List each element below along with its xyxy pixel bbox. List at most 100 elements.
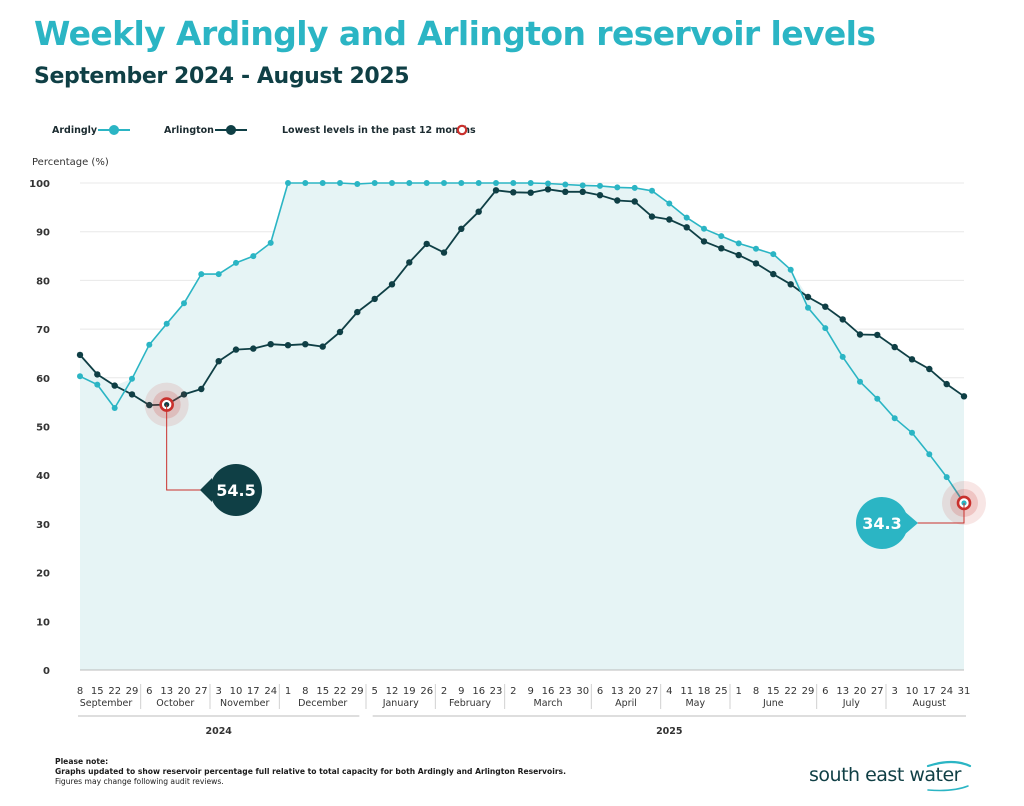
annotation-bubble-arlington [210,464,262,516]
wave-swoosh-icon [926,760,972,792]
x-tick-label-50: 24 [940,686,953,697]
data-point-ardingly-50 [943,474,950,481]
data-point-ardingly-23 [475,180,482,186]
year-label-2025: 2025 [656,726,682,737]
x-tick-label-8: 3 [216,686,222,697]
page-title: Weekly Ardingly and Arlington reservoir … [34,14,876,53]
footnote: Please note: Graphs updated to show rese… [55,757,566,787]
x-tick-label-49: 17 [923,686,936,697]
x-tick-label-20: 26 [420,686,433,697]
x-tick-label-31: 13 [611,686,624,697]
data-point-arlington-41 [787,281,794,288]
x-tick-label-45: 20 [854,686,867,697]
data-point-ardingly-27 [545,180,551,187]
x-tick-label-14: 15 [316,686,329,697]
data-point-arlington-3 [128,391,136,398]
x-tick-label-39: 8 [753,686,759,697]
lowest-level-icon [456,124,468,136]
data-point-arlington-6 [180,391,188,398]
data-point-ardingly-36 [701,225,707,232]
annotation-label-ardingly: 34.3 [862,514,901,533]
data-point-ardingly-17 [371,180,378,186]
x-tick-label-16: 29 [351,686,364,697]
data-point-arlington-32 [631,198,638,205]
x-tick-label-4: 6 [146,686,152,697]
data-point-ardingly-26 [527,180,534,186]
data-point-ardingly-19 [406,180,413,186]
annotation-bubble-tail-arlington [200,478,212,502]
legend-label-ardingly: Ardingly [52,125,98,136]
x-tick-label-23: 16 [472,686,485,697]
data-point-ardingly-46 [874,395,881,402]
x-tick-label-18: 12 [386,686,399,697]
x-tick-label-2: 22 [108,686,121,697]
data-point-arlington-8 [215,358,222,365]
data-point-arlington-35 [683,224,690,231]
data-point-ardingly-44 [839,353,846,360]
data-point-ardingly-5 [163,320,170,327]
data-point-arlington-43 [822,303,829,310]
data-point-arlington-34 [666,216,673,223]
x-tick-label-51: 31 [958,686,971,697]
data-point-arlington-10 [250,345,257,352]
x-tick-label-37: 25 [715,686,728,697]
data-point-arlington-11 [267,341,274,348]
y-tick-label-90: 90 [36,228,50,239]
data-point-ardingly-10 [250,253,257,260]
data-point-arlington-16 [354,308,361,316]
series-lines [79,182,965,504]
data-point-arlington-51 [960,393,968,400]
data-point-ardingly-3 [129,375,135,382]
y-tick-label-50: 50 [36,423,50,434]
data-point-ardingly-43 [822,325,829,332]
data-point-ardingly-28 [562,181,569,188]
data-point-arlington-24 [492,187,500,194]
data-point-ardingly-16 [354,181,361,187]
x-tick-label-15: 22 [334,686,347,697]
data-point-ardingly-39 [753,245,759,252]
y-tick-label-20: 20 [36,569,50,580]
x-axis: 8 15 22 29 6 13 20 27 3 10 17 24 1 8 15 22 29 5 12 19 26 2 9 16… [77,669,971,737]
data-point-ardingly-15 [337,180,343,186]
y-tick-label-60: 60 [36,374,50,385]
reservoir-chart: Ardingly Arlington Lowest levels in the … [29,124,986,737]
data-point-arlington-21 [440,249,448,256]
x-tick-label-33: 27 [646,686,659,697]
month-label-july: July [842,698,860,709]
area-fill-shape [80,183,964,670]
data-point-arlington-39 [752,260,760,267]
data-point-ardingly-9 [233,259,239,266]
x-tick-label-24: 23 [490,686,503,697]
y-tick-label-80: 80 [36,276,50,287]
data-point-arlington-15 [336,328,344,336]
data-point-ardingly-45 [857,378,863,385]
data-point-ardingly-29 [579,182,586,189]
data-point-ardingly-37 [718,233,725,240]
data-point-arlington-22 [458,225,465,232]
data-point-arlington-29 [579,188,586,195]
data-point-ardingly-32 [631,184,638,191]
data-point-arlington-46 [874,331,881,339]
annotation-bubble-ardingly [856,497,908,549]
x-tick-label-36: 18 [698,686,711,697]
x-tick-label-13: 8 [302,686,308,697]
data-point-ardingly-8 [215,271,222,278]
month-label-february: February [449,698,491,709]
x-tick-label-25: 2 [510,686,516,697]
x-tick-label-27: 16 [542,686,555,697]
data-point-arlington-2 [111,382,118,389]
data-point-ardingly-18 [389,180,395,186]
series-line-arlington [79,188,965,407]
data-point-ardingly-11 [267,239,274,246]
x-tick-label-44: 13 [836,686,849,697]
x-tick-label-3: 29 [126,686,139,697]
data-point-arlington-23 [475,208,482,215]
data-point-ardingly-4 [146,341,153,348]
annotation-connector-arlington [166,404,202,491]
month-label-june: June [762,698,784,709]
x-tick-label-47: 3 [892,686,898,697]
annotations: 54.5 34.3 [144,382,986,549]
data-point-arlington-12 [284,342,292,349]
footnote-line-2: Figures may change following audit revie… [55,777,224,786]
footnote-heading: Please note: [55,757,109,766]
